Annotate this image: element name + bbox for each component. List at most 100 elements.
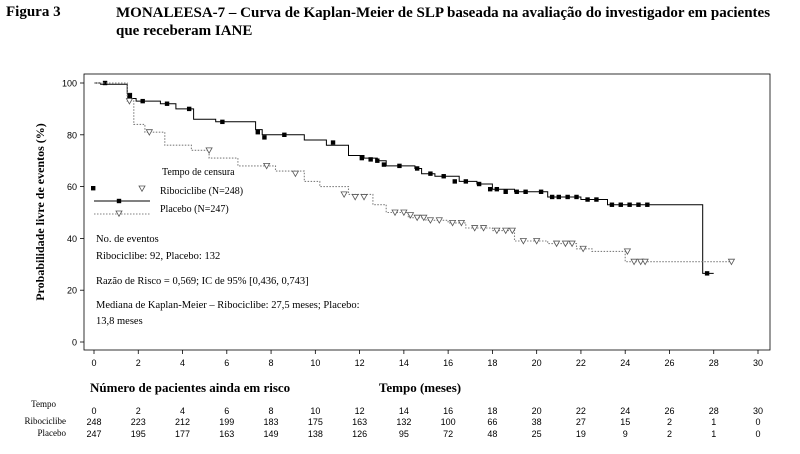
y-tick-label: 0 bbox=[72, 338, 77, 348]
censor-mark-1 bbox=[360, 194, 368, 201]
censor-mark-1 bbox=[262, 162, 271, 170]
risk-count-value: 183 bbox=[264, 417, 279, 427]
risk-time-value: 14 bbox=[399, 406, 409, 416]
risk-table: Número de pacientes ainda em risco Tempo 0… bbox=[25, 380, 764, 439]
censor-mark-0 bbox=[645, 202, 650, 207]
censor-mark-1 bbox=[552, 240, 561, 248]
censor-mark-0 bbox=[627, 202, 632, 207]
risk-count-value: 100 bbox=[441, 417, 456, 427]
risk-time-value: 2 bbox=[136, 406, 141, 416]
censor-mark-0 bbox=[704, 271, 710, 276]
censor-mark-0 bbox=[282, 132, 287, 137]
censor-mark-1 bbox=[623, 248, 632, 255]
censor-mark-0 bbox=[594, 197, 599, 202]
risk-table-heading: Número de pacientes ainda em risco bbox=[90, 380, 290, 395]
censor-mark-0 bbox=[549, 194, 555, 200]
risk-count-value: 212 bbox=[175, 417, 190, 427]
risk-count-value: 0 bbox=[755, 429, 760, 439]
risk-count-value: 248 bbox=[86, 417, 101, 427]
censor-mark-0 bbox=[127, 93, 132, 99]
annotation-line: 13,8 meses bbox=[96, 316, 143, 327]
censor-mark-0 bbox=[636, 202, 641, 207]
x-tick-label: 20 bbox=[532, 358, 542, 368]
y-tick-label: 100 bbox=[62, 79, 77, 89]
risk-time-value: 16 bbox=[443, 406, 453, 416]
x-tick-label: 26 bbox=[664, 358, 674, 368]
censor-mark-1 bbox=[579, 245, 587, 253]
risk-time-value: 30 bbox=[753, 406, 763, 416]
censor-mark-0 bbox=[441, 174, 446, 179]
legend-entry-ribociclibe: Ribociclibe (N=248) bbox=[160, 186, 243, 197]
censor-mark-0 bbox=[556, 194, 561, 200]
risk-time-value: 22 bbox=[576, 406, 586, 416]
censor-mark-0 bbox=[494, 186, 500, 192]
risk-time-value: 10 bbox=[310, 406, 320, 416]
legend-marker bbox=[116, 198, 122, 204]
y-tick-label: 80 bbox=[67, 130, 77, 140]
risk-count-value: 38 bbox=[532, 417, 542, 427]
censor-mark-1 bbox=[727, 258, 736, 266]
censor-mark-1 bbox=[630, 258, 638, 266]
censor-mark-1 bbox=[435, 217, 443, 224]
risk-count-value: 15 bbox=[620, 417, 630, 427]
censor-mark-0 bbox=[609, 202, 615, 207]
risk-count-value: 95 bbox=[399, 429, 409, 439]
censor-mark-0 bbox=[186, 106, 192, 112]
censor-mark-0 bbox=[330, 140, 336, 145]
censor-mark-1 bbox=[457, 219, 466, 227]
censor-mark-0 bbox=[503, 189, 508, 194]
risk-time-value: 26 bbox=[664, 406, 674, 416]
censor-mark-0 bbox=[368, 157, 373, 162]
censor-mark-1 bbox=[420, 214, 428, 222]
risk-count-value: 27 bbox=[576, 417, 586, 427]
risk-time-value: 28 bbox=[709, 406, 719, 416]
risk-count-value: 1 bbox=[711, 429, 716, 439]
risk-count-value: 1 bbox=[711, 417, 716, 427]
censor-mark-1 bbox=[519, 238, 528, 245]
censor-mark-0 bbox=[514, 189, 519, 194]
censor-mark-1 bbox=[426, 217, 435, 224]
censor-mark-1 bbox=[501, 227, 510, 235]
x-tick-label: 14 bbox=[399, 358, 409, 368]
risk-count-value: 163 bbox=[352, 417, 367, 427]
risk-count-value: 247 bbox=[86, 429, 101, 439]
censor-mark-0 bbox=[538, 189, 544, 194]
x-tick-label: 6 bbox=[224, 358, 229, 368]
censor-mark-1 bbox=[508, 227, 517, 235]
annotation-line: Mediana de Kaplan-Meier – Ribociclibe: 2… bbox=[96, 300, 360, 311]
legend-marker bbox=[138, 185, 146, 193]
risk-count-value: 0 bbox=[755, 417, 760, 427]
figure-label: Figura 3 bbox=[6, 4, 61, 20]
risk-count-value: 25 bbox=[532, 429, 542, 439]
censor-mark-0 bbox=[463, 179, 469, 184]
censor-mark-0 bbox=[428, 171, 433, 176]
censor-mark-0 bbox=[574, 194, 579, 200]
censor-mark-1 bbox=[125, 98, 134, 105]
risk-time-value: 20 bbox=[532, 406, 542, 416]
risk-count-value: 138 bbox=[308, 429, 323, 439]
censor-mark-1 bbox=[641, 258, 649, 266]
censor-mark-0 bbox=[164, 101, 170, 106]
censor-mark-1 bbox=[532, 238, 541, 245]
risk-count-value: 2 bbox=[667, 417, 672, 427]
x-axis-label: Tempo (meses) bbox=[379, 380, 461, 395]
risk-time-value: 6 bbox=[224, 406, 229, 416]
censor-mark-1 bbox=[479, 225, 488, 232]
x-tick-label: 22 bbox=[576, 358, 586, 368]
risk-count-value: 175 bbox=[308, 417, 323, 427]
x-tick-label: 2 bbox=[136, 358, 141, 368]
risk-count-value: 9 bbox=[623, 429, 628, 439]
censor-mark-0 bbox=[476, 181, 482, 187]
risk-count-value: 199 bbox=[219, 417, 234, 427]
x-tick-label: 16 bbox=[443, 358, 453, 368]
censor-mark-0 bbox=[262, 135, 267, 140]
censor-mark-1 bbox=[406, 212, 415, 219]
censor-mark-0 bbox=[397, 163, 402, 169]
censor-mark-0 bbox=[102, 80, 108, 86]
censor-mark-1 bbox=[471, 225, 479, 232]
plot-frame bbox=[83, 73, 771, 351]
figure-title: MONALEESA-7 – Curva de Kaplan-Meier de S… bbox=[116, 5, 771, 39]
x-tick-label: 24 bbox=[620, 358, 630, 368]
